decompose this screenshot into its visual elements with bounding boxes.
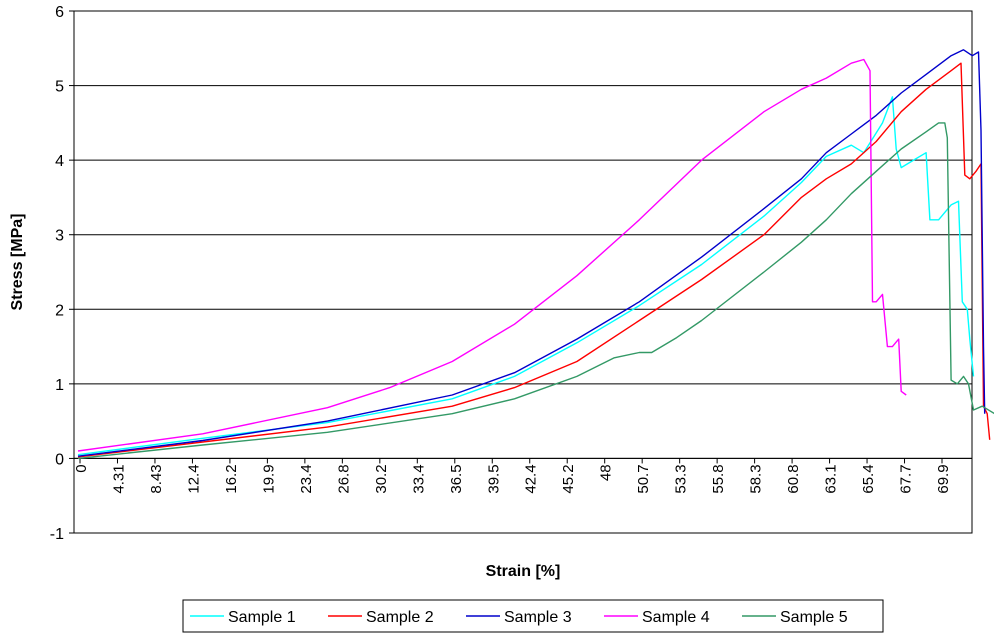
y-tick-label: 5 bbox=[55, 79, 64, 96]
x-tick-label: 30.2 bbox=[373, 464, 390, 493]
y-tick-label: 6 bbox=[55, 4, 64, 21]
x-tick-label: 0 bbox=[73, 464, 90, 472]
x-tick-label: 67.7 bbox=[898, 464, 915, 493]
x-tick-label: 12.4 bbox=[185, 464, 202, 493]
plot-area bbox=[73, 10, 973, 534]
y-tick-label: -1 bbox=[50, 526, 64, 543]
x-tick-label: 63.1 bbox=[823, 464, 840, 493]
x-tick-label: 48 bbox=[598, 464, 615, 481]
legend: Sample 1 Sample 2 Sample 3 Sample 4 Sample 5 bbox=[182, 599, 884, 633]
series-line-sample-5 bbox=[77, 122, 994, 460]
legend-label: Sample 2 bbox=[366, 609, 434, 626]
x-tick-label: 60.8 bbox=[785, 464, 802, 493]
y-tick-label: 2 bbox=[55, 302, 64, 319]
x-tick-label: 16.2 bbox=[223, 464, 240, 493]
y-tick-label: 3 bbox=[55, 228, 64, 245]
x-tick-label: 23.4 bbox=[298, 464, 315, 493]
x-tick-label: 33.4 bbox=[410, 464, 427, 493]
legend-label: Sample 3 bbox=[504, 609, 572, 626]
x-tick-label: 26.8 bbox=[335, 464, 352, 493]
x-tick-label: 19.9 bbox=[260, 464, 277, 493]
y-tick-label: 1 bbox=[55, 377, 64, 394]
x-tick-label: 53.3 bbox=[673, 464, 690, 493]
legend-label: Sample 4 bbox=[642, 609, 710, 626]
x-tick-label: 4.31 bbox=[110, 464, 127, 493]
y-tick-label: 0 bbox=[55, 451, 64, 468]
x-tick-label: 36.5 bbox=[448, 464, 465, 493]
x-tick-label: 45.2 bbox=[560, 464, 577, 493]
series-line-sample-2 bbox=[77, 62, 991, 458]
x-tick-label: 65.4 bbox=[860, 464, 877, 493]
y-axis-title: Stress [MPa] bbox=[9, 214, 26, 311]
legend-label: Sample 1 bbox=[228, 609, 296, 626]
x-tick-label: 8.43 bbox=[148, 464, 165, 493]
x-tick-label: 69.9 bbox=[935, 464, 952, 493]
x-axis-title: Strain [%] bbox=[486, 563, 561, 580]
x-tick-label: 39.5 bbox=[485, 464, 502, 493]
x-tick-label: 55.8 bbox=[710, 464, 727, 493]
x-tick-label: 50.7 bbox=[635, 464, 652, 493]
x-tick-label: 58.3 bbox=[748, 464, 765, 493]
y-tick-label: 4 bbox=[55, 153, 64, 170]
series-line-sample-4 bbox=[77, 58, 907, 452]
series-line-sample-3 bbox=[77, 49, 986, 457]
legend-label: Sample 5 bbox=[780, 609, 848, 626]
x-tick-label: 42.4 bbox=[523, 464, 540, 493]
series-line-sample-1 bbox=[77, 96, 975, 456]
